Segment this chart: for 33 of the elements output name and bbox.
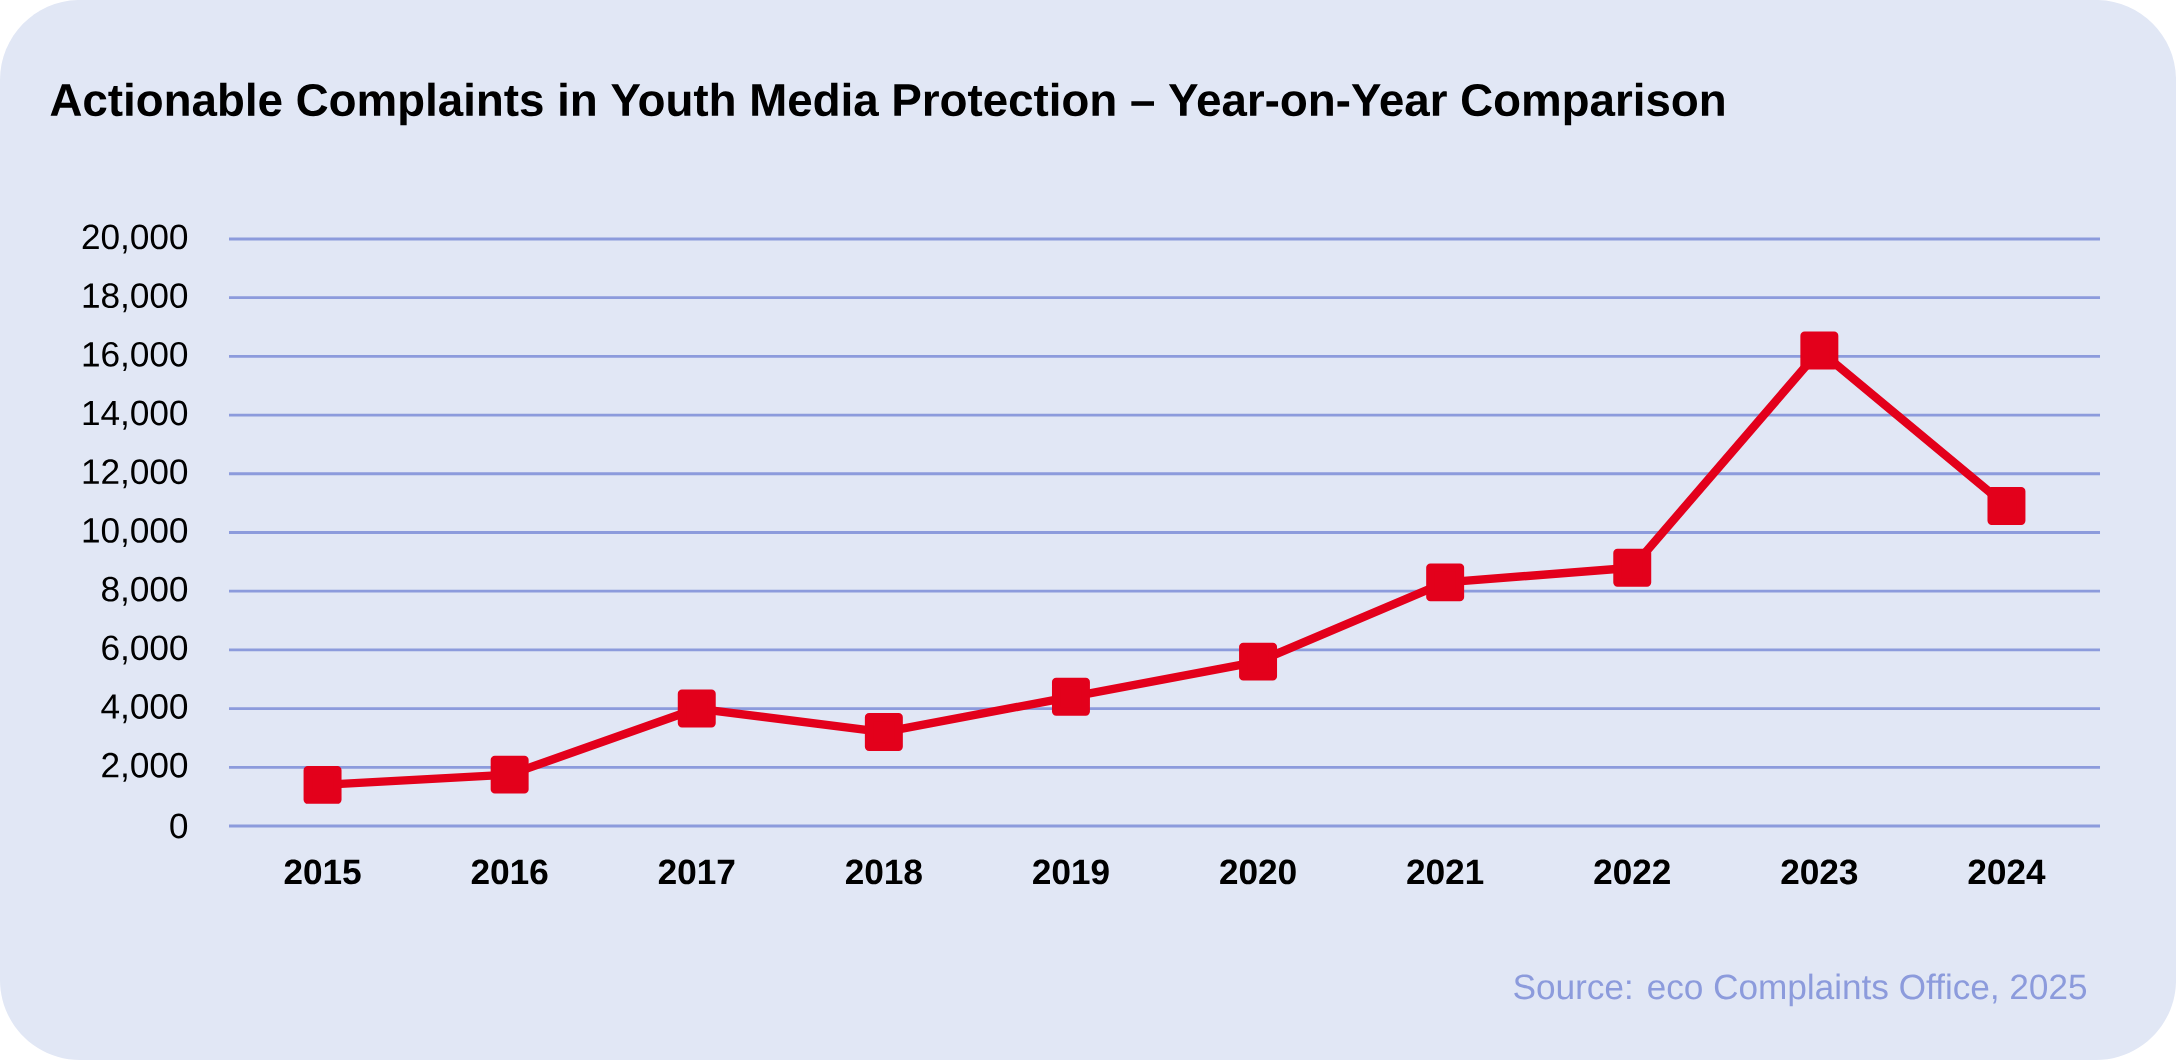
source-note: Source: eco Complaints Office, 2025	[1514, 973, 2087, 1007]
point	[1239, 642, 1278, 681]
y-tick-label: 18,000	[83, 283, 188, 313]
y-tick-label: 8,000	[102, 576, 188, 606]
point	[490, 755, 529, 794]
x-tick-label: 2020	[1220, 859, 1296, 885]
x-tick-label: 2024	[1968, 859, 2046, 885]
y-tick-label: 12,000	[83, 459, 188, 489]
x-tick-label: 2018	[845, 859, 922, 885]
y-tick-label: 0	[170, 813, 188, 839]
y-tick-label: 6,000	[102, 635, 188, 665]
y-tick-label: 2,000	[102, 752, 188, 782]
x-tick-label: 2023	[1781, 859, 1858, 885]
y-tick-label: 14,000	[83, 400, 188, 430]
x-tick-label: 2015	[284, 859, 361, 885]
x-tick-label: 2019	[1033, 859, 1109, 885]
point	[1800, 331, 1839, 370]
x-tick-label: 2016	[471, 859, 548, 885]
point	[1987, 487, 2026, 526]
x-tick-label: 2021	[1407, 859, 1484, 885]
point	[1426, 563, 1465, 602]
x-tick-label: 2017	[658, 859, 735, 885]
y-tick-label: 16,000	[83, 341, 188, 371]
chart-title: Actionable Complaints in Youth Media Protection – Year-on-Year Comparison	[50, 82, 1724, 126]
x-tick-label: 2022	[1594, 859, 1670, 885]
point	[1051, 677, 1090, 716]
point	[677, 689, 716, 728]
point	[1613, 548, 1652, 587]
y-tick-label: 20,000	[82, 224, 188, 254]
y-tick-label: 10,000	[83, 517, 188, 548]
point	[303, 765, 342, 804]
y-tick-label: 4,000	[101, 694, 188, 724]
point	[864, 713, 903, 752]
